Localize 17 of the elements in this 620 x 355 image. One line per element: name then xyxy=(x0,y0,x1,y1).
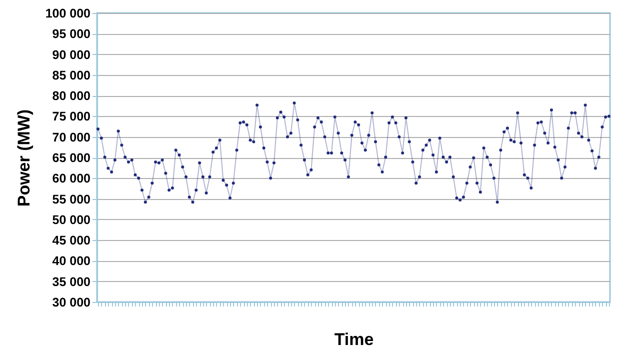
y-axis-title: Power (MW) xyxy=(14,109,34,207)
y-tick-label: 80 000 xyxy=(52,89,91,104)
x-axis-title: Time xyxy=(334,330,374,349)
y-tick-label: 75 000 xyxy=(52,110,91,124)
y-tick-label: 90 000 xyxy=(52,48,91,62)
y-tick-label: 55 000 xyxy=(52,192,91,206)
y-tick-label: 70 000 xyxy=(52,130,91,144)
y-tick-label: 35 000 xyxy=(52,274,91,289)
y-tick-label: 85 000 xyxy=(52,68,91,82)
y-tick-label: 45 000 xyxy=(52,234,91,248)
y-tick-label: 65 000 xyxy=(52,151,91,165)
y-tick-label: 40 000 xyxy=(52,254,91,268)
y-tick-label: 50 000 xyxy=(52,212,91,227)
y-tick-label: 30 000 xyxy=(52,296,91,310)
y-tick-label: 60 000 xyxy=(52,172,91,186)
y-tick-label: 100 000 xyxy=(45,6,91,20)
y-tick-label: 95 000 xyxy=(52,27,91,42)
